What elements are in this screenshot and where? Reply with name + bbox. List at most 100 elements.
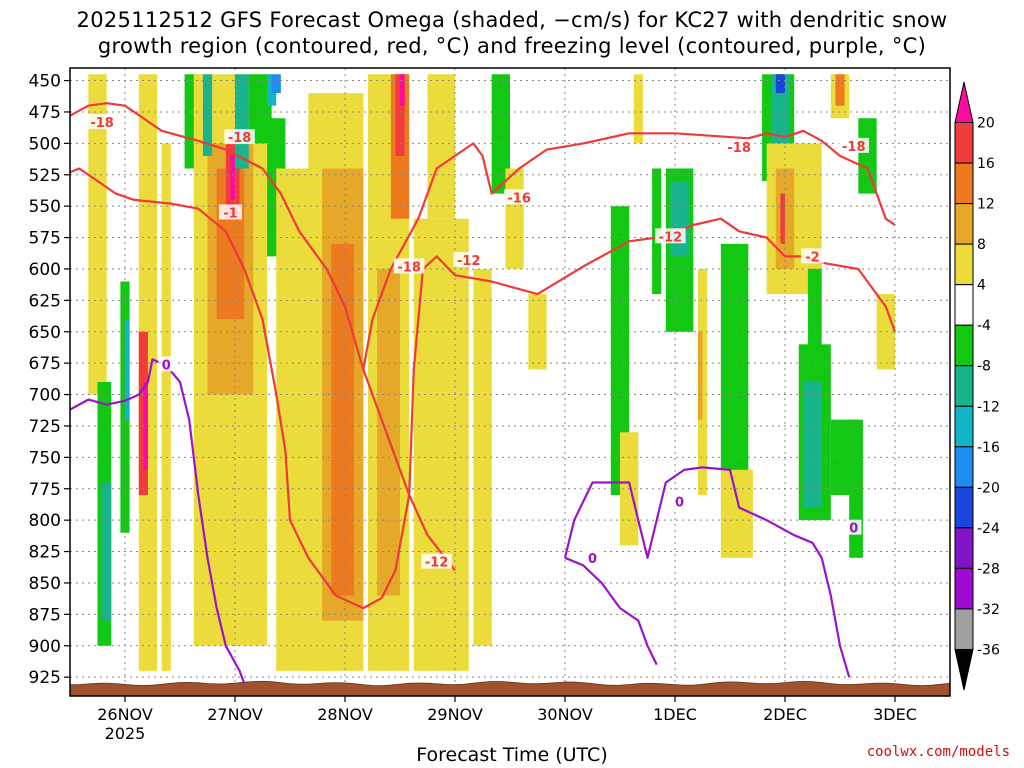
omega-cell	[720, 243, 749, 470]
contour-label-bg	[421, 553, 452, 569]
y-tick-label: 750	[29, 448, 61, 468]
contour-label: -12	[425, 556, 449, 571]
contour-label-bg	[846, 519, 862, 535]
y-tick-label: 875	[29, 605, 61, 625]
omega-cell	[633, 74, 643, 144]
contour-label: -18	[228, 131, 252, 146]
y-tick-label: 825	[29, 543, 61, 563]
omega-cell	[413, 218, 469, 671]
contour-label: 0	[675, 495, 684, 510]
credit-text: coolwx.com/models	[866, 744, 1010, 760]
omega-cell	[331, 243, 355, 596]
omega-cell	[807, 268, 822, 370]
colorbar-label: -32	[977, 602, 1000, 618]
grid-lines	[70, 68, 950, 696]
contour-label-bg	[723, 139, 755, 155]
colorbar-bin	[954, 486, 974, 529]
contour-label: -1	[223, 206, 237, 221]
y-tick-label: 475	[29, 103, 61, 123]
contour-label: 0	[162, 358, 171, 373]
omega-cell	[780, 193, 785, 244]
contour-label: -18	[842, 140, 866, 155]
contour-label: -12	[659, 230, 683, 245]
contour-label: -18	[397, 260, 421, 275]
contour-label: -12	[457, 254, 481, 269]
x-axis-title: Forecast Time (UTC)	[416, 744, 608, 766]
y-tick-label: 450	[29, 72, 61, 92]
omega-cell	[377, 268, 400, 596]
contour-freezing-level-cap	[564, 556, 658, 666]
y-tick-label: 700	[29, 386, 61, 406]
y-tick-label: 600	[29, 260, 61, 280]
colorbar-label: -8	[977, 359, 991, 375]
y-tick-label: 500	[29, 134, 61, 154]
omega-cell	[473, 268, 492, 646]
omega-cell	[88, 74, 107, 395]
y-tick-label: 725	[29, 417, 61, 437]
omega-cell	[400, 74, 405, 106]
contour-label-bg	[503, 189, 535, 205]
contour-labels: -18 -18 -1 -18 -12 -16 -12 -12 -18 -18 -2 0 0 0 0	[86, 114, 869, 571]
contour-label-bg	[86, 114, 118, 130]
contour-label-bg	[801, 248, 824, 264]
colorbar-bin	[954, 608, 974, 650]
x-tick-label: 27NOV	[207, 705, 263, 724]
y-tick-label: 625	[29, 291, 61, 311]
contour-label-bg	[671, 493, 688, 509]
contour-dgz-minus12-lower	[70, 167, 897, 610]
contour-label-bg	[584, 549, 601, 565]
contour-dgz-minus18	[362, 129, 896, 370]
colorbar-bin	[954, 365, 974, 407]
contour-dgz-minus12-upper	[70, 102, 456, 572]
omega-cell	[876, 294, 895, 370]
colorbar-bin	[954, 284, 974, 326]
omega-cell	[835, 74, 845, 106]
omega-cell	[720, 469, 753, 558]
plot-frame	[69, 67, 951, 697]
chart-title-line-2: growth region (contoured, red, °C) and f…	[97, 34, 927, 58]
colorbar-bin	[954, 203, 974, 245]
contour-label-bg	[393, 258, 425, 274]
colorbar-label: -12	[977, 399, 1000, 415]
omega-cell	[610, 206, 630, 496]
contour-label-bg	[158, 356, 174, 372]
colorbar-label: 4	[977, 278, 986, 294]
contour-label: 0	[588, 552, 597, 567]
y-tick-label: 525	[29, 166, 61, 186]
colorbar-label: -16	[977, 440, 1000, 456]
y-tick-label: 800	[29, 511, 61, 531]
colorbar-bottom-arrow	[954, 648, 974, 691]
y-tick-label: 925	[29, 668, 61, 688]
contour-label-bg	[224, 129, 255, 145]
omega-cell	[505, 168, 524, 269]
omega-cell	[230, 155, 235, 200]
colorbar-bin	[954, 567, 974, 610]
contour-label-bg	[453, 252, 484, 268]
contour-label: -18	[727, 141, 751, 156]
colorbar-label: 16	[977, 156, 995, 172]
omega-cell	[248, 74, 272, 144]
contour-label-bg	[218, 204, 242, 220]
x-tick-label: 28NOV	[317, 705, 373, 724]
colorbar-bin	[954, 405, 974, 448]
y-tick-label: 550	[29, 197, 61, 217]
omega-cell	[858, 118, 877, 194]
omega-cell	[427, 74, 455, 219]
y-axis: 450 475 500 525 550 575 600 625 650 675 700 725 750 7…	[29, 72, 70, 688]
omega-cell	[395, 74, 405, 156]
colorbar: 20 16 12 8 4 -4 -8 -12 -16 -20 -24 -28 -32 -36	[954, 81, 1000, 691]
omega-cell	[803, 382, 822, 508]
colorbar-bin	[954, 122, 974, 164]
contour-label: 0	[849, 522, 858, 537]
x-tick-label: 1DEC	[653, 705, 697, 724]
omega-cell	[143, 382, 148, 470]
colorbar-bin	[954, 446, 974, 488]
y-tick-label: 775	[29, 480, 61, 500]
chart-title-line-1: 2025112512 GFS Forecast Omega (shaded, −…	[76, 8, 948, 32]
colorbar-label: -20	[977, 480, 1000, 496]
terrain-fill	[70, 680, 950, 696]
omega-cell	[271, 74, 281, 94]
x-tick-sublabel: 2025	[105, 724, 146, 743]
x-tick-label: 26NOV	[97, 705, 153, 724]
